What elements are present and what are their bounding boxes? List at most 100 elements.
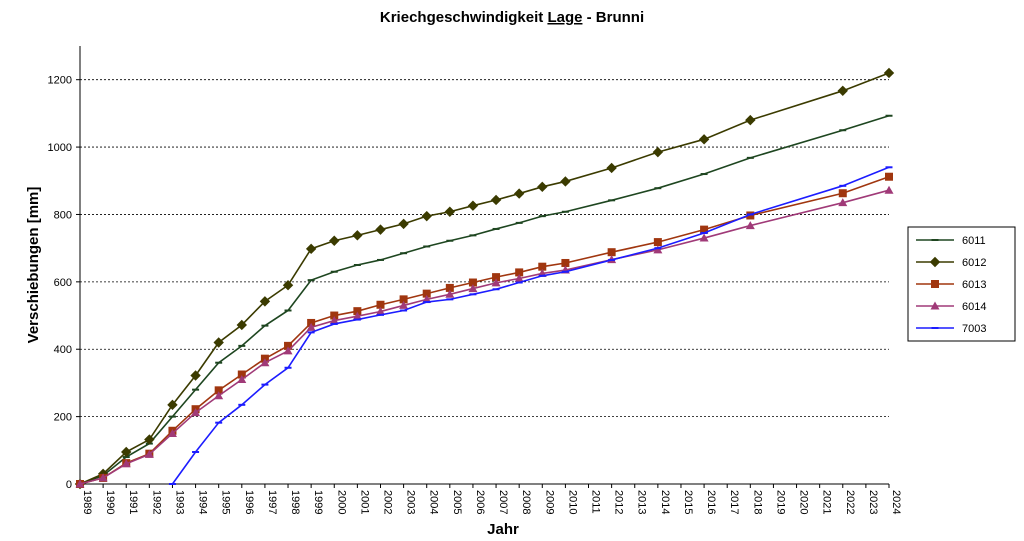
x-tick-label: 2007 <box>497 490 509 514</box>
x-tick-label: 2021 <box>821 490 833 514</box>
tick-labels: 0 200 400 600 800 1000 1200 1989 1990 1991 1992 199… <box>48 75 902 515</box>
x-tick-label: 2009 <box>543 490 555 514</box>
data-point-6013 <box>445 283 454 292</box>
data-point-6014 <box>121 459 131 468</box>
data-point-6014 <box>653 245 663 254</box>
x-tick-label: 2024 <box>890 490 902 514</box>
series-6012 <box>74 67 895 490</box>
x-tick-label: 2020 <box>798 490 810 514</box>
legend-label: 6014 <box>962 301 986 313</box>
x-tick-label: 1994 <box>197 490 209 514</box>
x-tick-label: 2014 <box>659 490 671 514</box>
data-point-6013 <box>214 386 223 395</box>
gridlines <box>80 79 889 418</box>
x-tick-label: 2011 <box>590 490 602 514</box>
x-tick-label: 2003 <box>405 490 417 514</box>
x-tick-label: 2015 <box>682 490 694 514</box>
data-point-6012 <box>167 399 178 411</box>
series-7003 <box>168 166 893 485</box>
x-tick-label: 1992 <box>150 490 162 514</box>
legend-swatch-marker <box>929 256 941 268</box>
data-point-6012 <box>144 434 155 445</box>
data-point-6012 <box>652 146 664 158</box>
data-point-6012 <box>305 243 317 255</box>
series-6014 <box>75 185 894 488</box>
data-point-6013 <box>399 295 408 304</box>
data-point-6013 <box>700 225 709 234</box>
data-point-6012 <box>236 319 248 331</box>
data-point-6012 <box>837 85 848 97</box>
series-line-6012 <box>79 72 890 485</box>
x-tick-label: 1990 <box>104 490 116 514</box>
y-tick-label: 400 <box>54 344 72 356</box>
legend-swatch-marker <box>931 280 939 288</box>
data-point-6012 <box>490 194 502 206</box>
data-point-6012 <box>213 337 224 348</box>
data-point-6014 <box>514 273 524 282</box>
data-point-6014 <box>283 346 293 355</box>
x-tick-label: 2019 <box>774 490 786 514</box>
y-axis-title: Verschiebungen [mm] <box>25 187 42 344</box>
x-tick-label: 2006 <box>474 490 486 514</box>
legend-label: 6013 <box>962 279 986 291</box>
x-tick-label: 2008 <box>520 490 532 514</box>
x-tick-label: 1996 <box>243 490 255 514</box>
data-point-6013 <box>330 311 339 320</box>
legend-item-7003: 7003 <box>916 323 986 335</box>
x-tick-label: 2016 <box>705 490 717 514</box>
data-point-6012 <box>421 210 432 222</box>
data-point-6014 <box>144 449 154 458</box>
x-tick-label: 2012 <box>613 490 625 514</box>
data-point-6012 <box>398 218 409 230</box>
x-axis-title: Jahr <box>487 521 519 538</box>
data-point-6012 <box>259 296 271 307</box>
data-point-6013 <box>653 238 662 247</box>
legend-item-6014: 6014 <box>916 301 986 313</box>
data-point-6012 <box>606 162 617 174</box>
data-point-6013 <box>492 273 501 282</box>
data-point-6012 <box>698 134 710 145</box>
x-tick-label: 2022 <box>844 490 856 514</box>
data-point-6014 <box>445 289 455 298</box>
data-point-6013 <box>284 341 293 350</box>
data-point-6014 <box>191 408 201 417</box>
data-point-6014 <box>468 284 478 293</box>
data-point-6013 <box>237 370 246 379</box>
data-point-6013 <box>376 300 385 309</box>
data-point-6014 <box>329 316 339 325</box>
data-point-6013 <box>607 248 616 257</box>
x-tick-label: 2004 <box>428 490 440 514</box>
legend-item-6013: 6013 <box>916 279 986 291</box>
data-point-6013 <box>468 278 477 287</box>
series-line-6014 <box>79 189 890 485</box>
data-point-6013 <box>515 268 524 277</box>
x-tick-label: 1995 <box>220 490 232 514</box>
data-point-6012 <box>444 206 456 217</box>
data-point-6014 <box>260 358 270 367</box>
data-point-6014 <box>167 428 177 437</box>
y-tick-label: 800 <box>54 209 72 221</box>
chart-title: Kriechgeschwindigkeit Lage - Brunni <box>380 9 644 26</box>
data-point-6012 <box>282 280 294 291</box>
x-tick-label: 1993 <box>173 490 185 514</box>
data-point-6014 <box>491 278 501 287</box>
data-point-6014 <box>884 185 894 194</box>
legend-item-6012: 6012 <box>916 256 986 269</box>
legend-label: 6012 <box>962 257 986 269</box>
y-tick-label: 1200 <box>48 75 72 87</box>
data-point-6014 <box>98 473 108 482</box>
data-point-6014 <box>838 198 848 207</box>
data-point-6013 <box>538 262 547 271</box>
series-6011 <box>76 114 893 485</box>
data-point-6013 <box>838 189 847 198</box>
data-point-6014 <box>699 233 709 242</box>
x-tick-label: 2010 <box>566 490 578 514</box>
chart-title-prefix: Kriechgeschwindigkeit <box>380 9 548 26</box>
y-tick-label: 0 <box>66 479 72 491</box>
data-point-6012 <box>329 235 340 246</box>
data-point-6013 <box>885 172 893 181</box>
data-point-6014 <box>306 322 316 331</box>
data-point-6012 <box>745 114 756 126</box>
